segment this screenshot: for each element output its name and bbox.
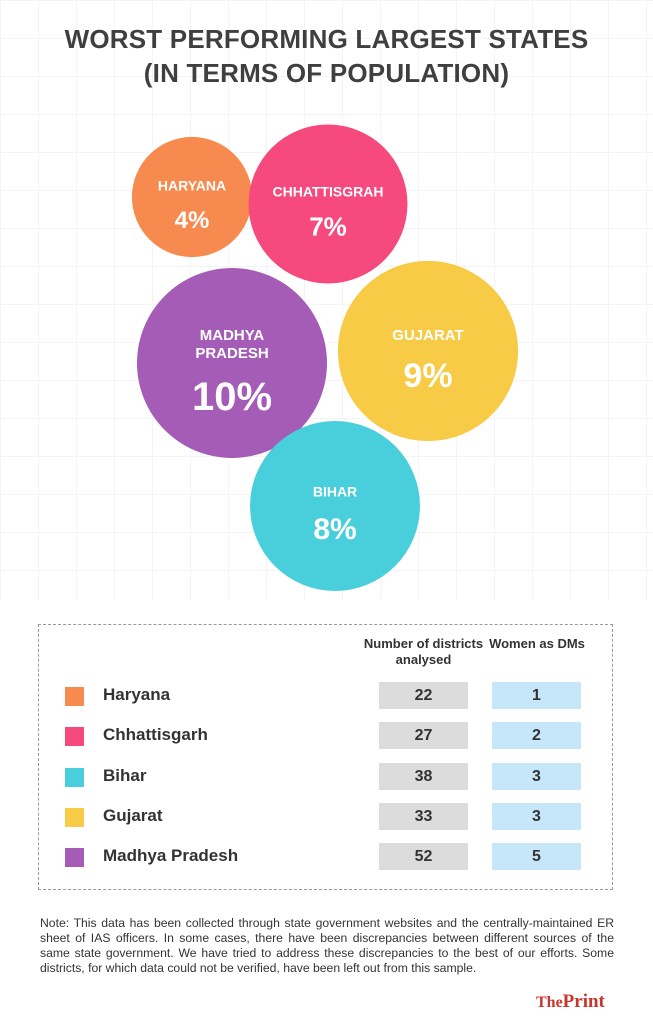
bubble-circle <box>248 124 408 284</box>
bubble-name-label: GUJARAT <box>392 327 463 344</box>
bubble-chhattisgrah: CHHATTISGRAH 7% <box>248 124 408 284</box>
bubble-value-label: 7% <box>309 212 347 242</box>
legend-swatch <box>65 687 84 706</box>
legend-swatch <box>65 848 84 867</box>
bubble-name-label: MADHYA <box>200 327 265 344</box>
women-cell: 3 <box>492 803 581 830</box>
table-row: Bihar 38 3 <box>39 762 614 792</box>
bubble-circle <box>131 136 253 258</box>
state-name: Gujarat <box>103 806 163 825</box>
table-row: Madhya Pradesh 52 5 <box>39 842 614 872</box>
title-line-1: WORST PERFORMING LARGEST STATES <box>64 24 589 54</box>
bubble-haryana: HARYANA 4% <box>131 136 253 258</box>
districts-cell: 27 <box>379 722 468 749</box>
women-cell: 2 <box>492 722 581 749</box>
legend-swatch <box>65 768 84 787</box>
bubble-value-label: 10% <box>192 375 272 419</box>
bubble-circle <box>250 421 420 591</box>
women-cell: 1 <box>492 682 581 709</box>
state-name: Madhya Pradesh <box>103 846 239 865</box>
table-row: Chhattisgarh 27 2 <box>39 721 614 751</box>
bubble-value-label: 8% <box>313 513 356 546</box>
data-table: Number of districts analysed Women as DM… <box>38 624 613 890</box>
state-name: Chhattisgarh <box>103 725 208 744</box>
title-line-2: (IN TERMS OF POPULATION) <box>143 58 510 88</box>
column-header-districts: Number of districts analysed <box>363 636 484 667</box>
bubble-name-label: HARYANA <box>158 178 226 194</box>
bubble-bihar: BIHAR 8% <box>250 421 420 591</box>
bubble-name-label: BIHAR <box>313 484 357 500</box>
state-name: Bihar <box>103 766 147 785</box>
brand-logo: ThePrint <box>536 991 605 1012</box>
column-header-women: Women as DMs <box>489 636 585 651</box>
footnote: Note: This data has been collected throu… <box>40 916 614 975</box>
table-row: Haryana 22 1 <box>39 681 614 711</box>
districts-cell: 22 <box>379 682 468 709</box>
districts-cell: 52 <box>379 843 468 870</box>
bubble-value-label: 4% <box>175 207 210 234</box>
bubble-circle <box>137 268 327 458</box>
bubble-name-label: CHHATTISGRAH <box>273 184 384 200</box>
legend-swatch <box>65 727 84 746</box>
districts-cell: 38 <box>379 763 468 790</box>
bubble-circle <box>337 260 519 442</box>
women-cell: 3 <box>492 763 581 790</box>
women-cell: 5 <box>492 843 581 870</box>
table-row: Gujarat 33 3 <box>39 802 614 832</box>
bubble-value-label: 9% <box>403 357 452 395</box>
page-title: WORST PERFORMING LARGEST STATES (IN TERM… <box>0 22 653 90</box>
bubble-gujarat: GUJARAT 9% <box>337 260 519 442</box>
districts-cell: 33 <box>379 803 468 830</box>
legend-swatch <box>65 808 84 827</box>
bubble-name-label: PRADESH <box>195 345 268 362</box>
state-name: Haryana <box>103 685 171 704</box>
